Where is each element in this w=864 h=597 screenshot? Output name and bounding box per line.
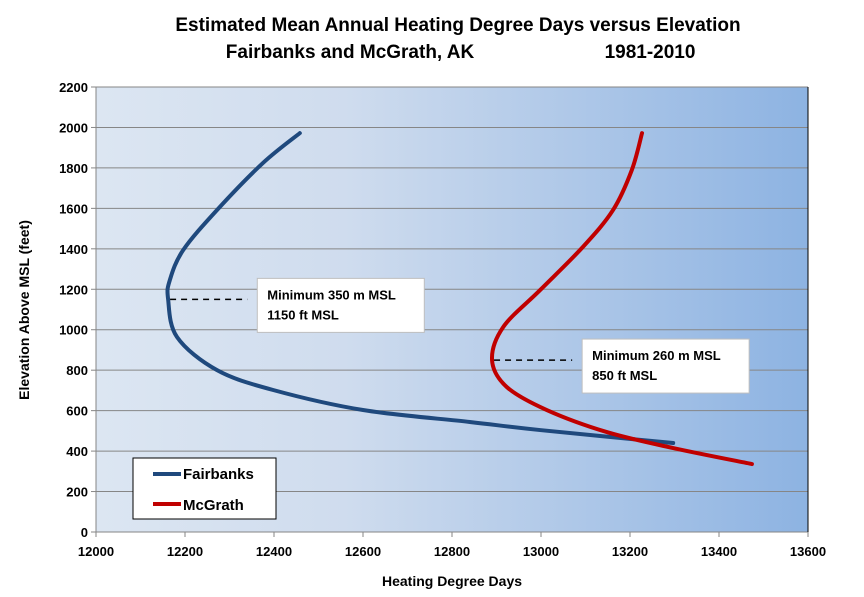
annotation-text: Minimum 350 m MSL	[267, 287, 396, 302]
x-tick-label: 12000	[78, 544, 114, 559]
legend: Fairbanks McGrath	[132, 457, 277, 520]
legend-label-mcgrath: McGrath	[183, 497, 244, 514]
y-axis-label: Elevation Above MSL (feet)	[16, 220, 32, 400]
annotation-text: Minimum 260 m MSL	[592, 348, 721, 363]
y-tick-label: 200	[66, 485, 88, 500]
x-tick-label: 13200	[612, 544, 648, 559]
y-tick-label: 400	[66, 444, 88, 459]
series-line-fairbanks	[165, 131, 676, 445]
annotation-box	[581, 338, 750, 394]
annotation-text: 850 ft MSL	[592, 368, 657, 383]
chart-title-line1: Estimated Mean Annual Heating Degree Day…	[175, 15, 740, 36]
y-tick-label: 2200	[59, 80, 88, 95]
x-tick-label: 12400	[256, 544, 292, 559]
y-tick-label: 2000	[59, 120, 88, 135]
series-line-mcgrath	[490, 131, 754, 467]
y-tick-label: 600	[66, 404, 88, 419]
annotation-box	[256, 277, 425, 333]
x-tick-label: 13000	[523, 544, 559, 559]
y-tick-label: 1000	[59, 323, 88, 338]
chart-title-period: 1981-2010	[605, 42, 696, 63]
x-tick-label: 12800	[434, 544, 470, 559]
annotation-text: 1150 ft MSL	[267, 307, 339, 322]
chart-title-line2: Fairbanks and McGrath, AK	[226, 42, 475, 63]
x-tick-label: 13400	[701, 544, 737, 559]
x-tick-label: 12600	[345, 544, 381, 559]
y-tick-label: 0	[81, 525, 88, 540]
x-tick-label: 13600	[790, 544, 826, 559]
legend-label-fairbanks: Fairbanks	[183, 466, 254, 483]
y-tick-label: 1600	[59, 201, 88, 216]
x-tick-label: 12200	[167, 544, 203, 559]
y-tick-label: 1800	[59, 161, 88, 176]
y-tick-label: 1200	[59, 282, 88, 297]
x-axis-label: Heating Degree Days	[382, 573, 522, 589]
y-tick-label: 1400	[59, 242, 88, 257]
y-tick-label: 800	[66, 363, 88, 378]
